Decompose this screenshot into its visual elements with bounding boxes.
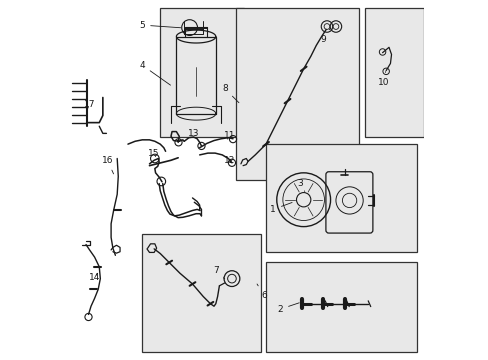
Bar xyxy=(142,234,260,352)
Bar xyxy=(235,8,359,180)
Bar xyxy=(160,8,244,137)
FancyBboxPatch shape xyxy=(325,172,372,233)
Text: 4: 4 xyxy=(139,61,170,85)
Text: 17: 17 xyxy=(83,100,95,109)
Bar xyxy=(265,262,416,352)
Text: 14: 14 xyxy=(89,273,100,282)
Text: 9: 9 xyxy=(320,29,329,44)
Text: 2: 2 xyxy=(277,303,299,314)
Text: 6: 6 xyxy=(257,284,266,300)
Text: 15: 15 xyxy=(148,149,160,158)
Text: 10: 10 xyxy=(377,72,388,87)
Text: 8: 8 xyxy=(222,84,239,103)
Text: 7: 7 xyxy=(212,266,224,279)
Text: 13: 13 xyxy=(187,129,199,138)
Text: 12: 12 xyxy=(224,157,235,166)
Bar xyxy=(364,8,423,137)
Text: 5: 5 xyxy=(139,21,181,30)
Bar xyxy=(265,144,416,252)
Text: 16: 16 xyxy=(102,156,113,174)
Text: 1: 1 xyxy=(270,202,291,214)
Text: 11: 11 xyxy=(223,131,235,140)
Text: 3: 3 xyxy=(297,179,304,192)
